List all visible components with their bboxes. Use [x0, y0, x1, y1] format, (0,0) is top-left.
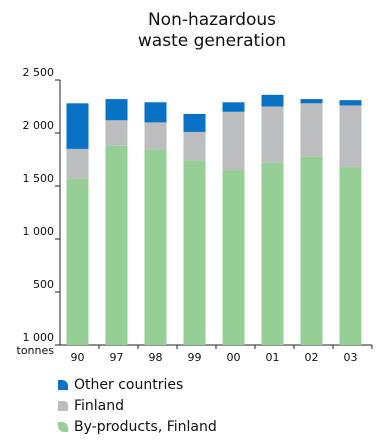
legend-item-finland: Finland	[58, 395, 217, 416]
y-tick-label: 2 500	[23, 66, 55, 79]
y-tick-label: 2 000	[23, 119, 55, 132]
x-tick-label: 01	[266, 351, 280, 364]
x-tick-label: 02	[305, 351, 319, 364]
bar-byproducts-03	[339, 166, 362, 345]
legend-label-byproducts: By-products, Finland	[74, 418, 217, 435]
x-tick-label: 99	[188, 351, 202, 364]
x-tick-label: 90	[71, 351, 85, 364]
legend-swatch-finland	[58, 400, 68, 411]
bar-byproducts-98	[144, 149, 167, 345]
y-tick-label: tonnes	[17, 344, 55, 357]
bar-byproducts-90	[66, 178, 89, 345]
bar-finland-97	[105, 120, 128, 146]
bar-byproducts-99	[183, 160, 206, 345]
bar-other_countries-00	[222, 102, 245, 112]
bar-finland-98	[144, 122, 167, 150]
bar-other_countries-02	[300, 99, 323, 104]
chart-legend: Other countries Finland By-products, Fin…	[58, 374, 217, 437]
bar-finland-99	[183, 131, 206, 161]
chart-title-line-1: Non-hazardous	[147, 10, 277, 30]
bar-other_countries-97	[105, 99, 128, 121]
bar-byproducts-00	[222, 170, 245, 345]
y-tick-label: 1 000	[23, 225, 55, 238]
legend-swatch-byproducts	[58, 421, 68, 432]
bar-other_countries-03	[339, 100, 362, 106]
y-tick-label: 1 000	[23, 331, 55, 344]
bar-other_countries-98	[144, 102, 167, 123]
chart-title-line-2: waste generation	[137, 31, 287, 51]
legend-item-other-countries: Other countries	[58, 374, 217, 395]
y-tick-label: 1 500	[23, 172, 55, 185]
chart-title: Non-hazardous waste generation	[60, 10, 364, 52]
bar-other_countries-01	[261, 94, 284, 107]
bar-finland-03	[339, 105, 362, 167]
x-tick-label: 98	[149, 351, 163, 364]
y-tick-label: 500	[33, 278, 54, 291]
legend-swatch-other-countries	[58, 379, 68, 390]
bar-finland-00	[222, 111, 245, 171]
x-tick-label: 97	[110, 351, 124, 364]
bar-finland-01	[261, 106, 284, 163]
legend-label-other-countries: Other countries	[74, 376, 184, 393]
x-tick-label: 03	[344, 351, 358, 364]
bar-byproducts-02	[300, 156, 323, 345]
legend-item-byproducts: By-products, Finland	[58, 416, 217, 437]
bar-finland-90	[66, 148, 89, 179]
bar-other_countries-90	[66, 103, 89, 149]
bar-other_countries-99	[183, 113, 206, 132]
legend-label-finland: Finland	[74, 397, 125, 414]
bar-byproducts-01	[261, 162, 284, 345]
bar-byproducts-97	[105, 145, 128, 345]
x-tick-label: 00	[227, 351, 241, 364]
bar-finland-02	[300, 103, 323, 157]
